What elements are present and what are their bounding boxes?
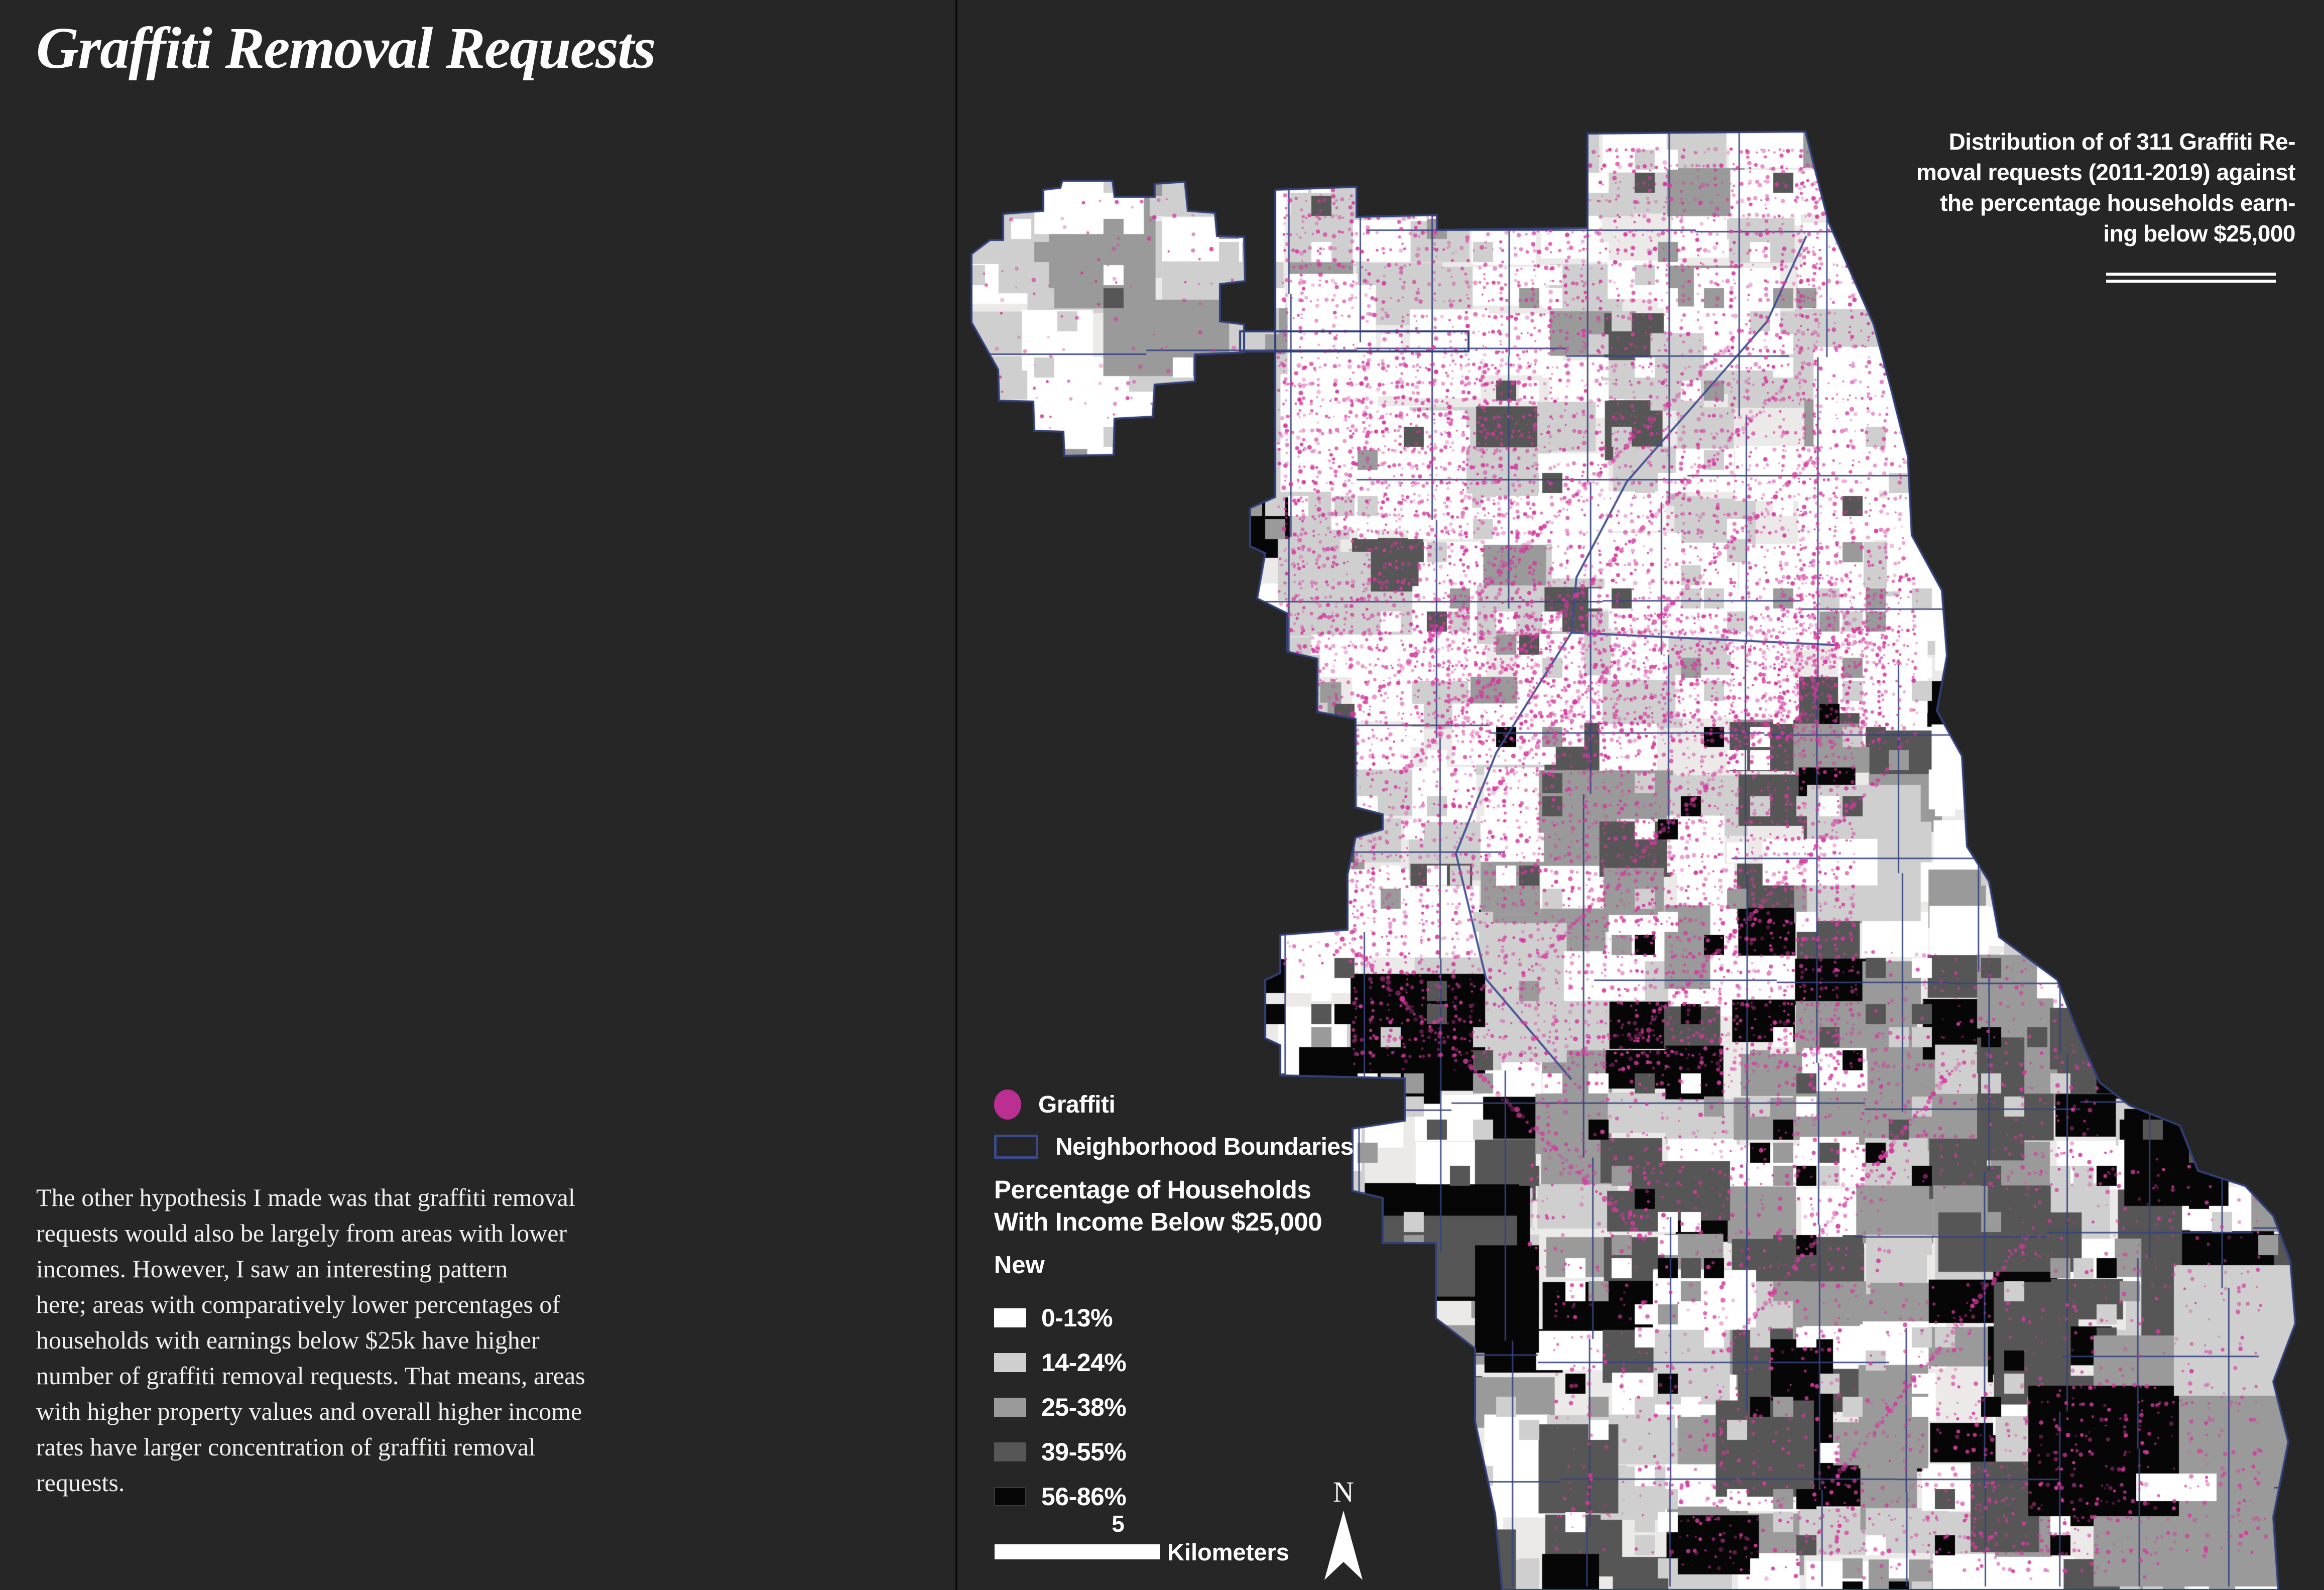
legend-class-row: 14-24%	[994, 1349, 1396, 1377]
legend-boundaries-label: Neighborhood Boundaries	[1055, 1133, 1354, 1160]
legend-class-list: 0-13% 14-24% 25-38% 39-55% 56-86%	[994, 1304, 1396, 1511]
legend-class-label: 56-86%	[1041, 1483, 1127, 1511]
legend-row-boundaries: Neighborhood Boundaries	[994, 1133, 1396, 1161]
scale-bar: 5 Kilometers	[995, 1510, 1326, 1575]
graffiti-dot-swatch	[994, 1089, 1021, 1120]
panel-divider	[955, 0, 957, 1590]
chicago-choropleth-map	[948, 0, 2324, 1590]
north-arrow-label: N	[1333, 1476, 1354, 1508]
north-arrow: N	[1313, 1475, 1374, 1581]
underline-top	[2106, 273, 2276, 276]
legend-row-graffiti: Graffiti	[994, 1089, 1396, 1120]
map-caption: Distribution of of 311 Graffiti Re- mova…	[1916, 129, 2296, 247]
legend-class-row: 56-86%	[994, 1483, 1396, 1511]
legend-class-swatch	[994, 1353, 1026, 1372]
legend: Graffiti Neighborhood Boundaries Percent…	[994, 1089, 1396, 1529]
north-arrow-icon	[1324, 1511, 1363, 1580]
underline-bottom	[2106, 280, 2276, 283]
left-panel: Graffiti Removal Requests The other hypo…	[0, 0, 955, 1590]
legend-class-row: 0-13%	[994, 1304, 1396, 1332]
legend-class-row: 25-38%	[994, 1393, 1396, 1421]
scale-bar-value: 5	[1112, 1511, 1125, 1537]
map-panel: Distribution of of 311 Graffiti Re- mova…	[948, 0, 2324, 1590]
page-title: Graffiti Removal Requests	[36, 15, 656, 81]
scale-bar-unit: Kilometers	[1167, 1539, 1289, 1565]
legend-class-swatch	[994, 1487, 1026, 1506]
legend-class-label: 39-55%	[1041, 1438, 1127, 1466]
legend-class-label: 25-38%	[1041, 1393, 1127, 1421]
legend-class-swatch	[994, 1308, 1026, 1327]
legend-class-swatch	[994, 1398, 1026, 1417]
legend-class-label: 14-24%	[1041, 1349, 1127, 1377]
legend-heading: Percentage of Households With Income Bel…	[994, 1175, 1322, 1236]
scale-bar-bar	[995, 1544, 1160, 1559]
caption-underline	[2106, 273, 2276, 287]
legend-class-label: 0-13%	[1041, 1304, 1113, 1332]
legend-layer-name: New	[994, 1252, 1045, 1279]
legend-class-row: 39-55%	[994, 1438, 1396, 1466]
legend-graffiti-label: Graffiti	[1038, 1091, 1116, 1118]
legend-class-swatch	[994, 1442, 1026, 1461]
body-text: The other hypothesis I made was that gra…	[36, 1183, 585, 1497]
boundary-swatch	[994, 1135, 1038, 1159]
